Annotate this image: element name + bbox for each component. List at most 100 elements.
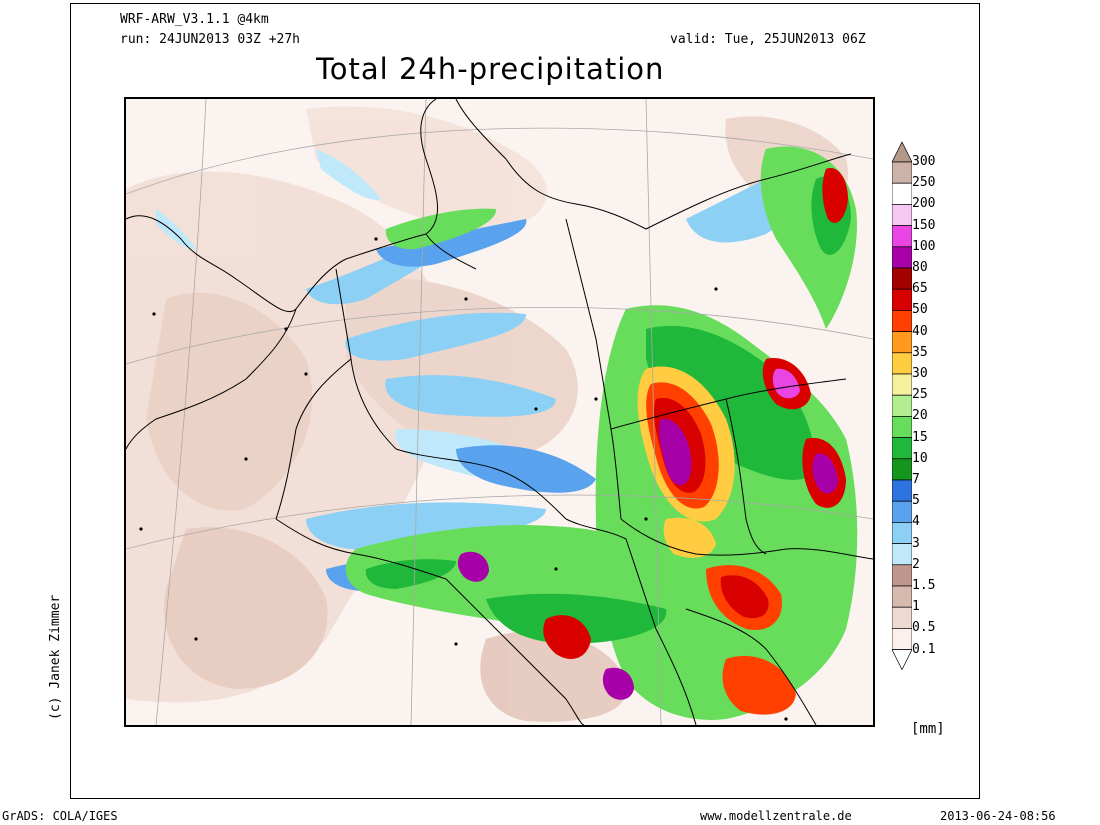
colorbar-label: 5 — [912, 493, 920, 509]
border-line — [126, 308, 297, 450]
run-label: run: 24JUN2013 03Z +27h — [120, 32, 301, 47]
map-svg — [126, 99, 873, 725]
colorbar-label: 40 — [912, 323, 928, 339]
border-line — [275, 518, 447, 580]
colorbar-cell — [892, 479, 912, 502]
heavy-rain-area — [772, 368, 800, 399]
city-dot — [554, 567, 558, 571]
valid-label: valid: Tue, 25JUN2013 06Z — [670, 32, 866, 47]
colorbar-label: 1.5 — [912, 578, 936, 593]
border-line — [620, 518, 873, 560]
colorbar-cell — [892, 288, 912, 311]
colorbar-cell — [892, 437, 912, 460]
heavy-rain-area — [722, 655, 796, 715]
city-dot — [644, 517, 648, 521]
colorbar-label: 300 — [912, 154, 936, 169]
latitude-line — [126, 306, 873, 365]
colorbar-cell — [892, 225, 912, 248]
city-dot — [784, 717, 788, 721]
city-dot — [284, 327, 288, 331]
border-line — [725, 398, 767, 555]
longitude-line — [410, 99, 427, 725]
colorbar-label: 200 — [912, 196, 936, 212]
shower-streak — [156, 209, 196, 250]
city-dot — [374, 237, 378, 241]
unit-label: [mm] — [911, 721, 945, 737]
colorbar-label: 25 — [912, 387, 928, 403]
footer-center: www.modellzentrale.de — [700, 809, 852, 823]
colorbar-label: 50 — [912, 302, 928, 318]
shower-streak — [306, 502, 546, 550]
city-dot — [304, 372, 308, 376]
copyright-label: (c) Janek Zimmer — [48, 594, 63, 720]
colorbar-cell — [892, 500, 912, 523]
colorbar-label: 0.1 — [912, 641, 936, 657]
shower-streak — [316, 149, 381, 200]
colorbar-cell — [892, 543, 912, 566]
rain-area — [646, 325, 816, 480]
colorbar-cell — [892, 522, 912, 544]
colorbar-label: 2 — [912, 556, 920, 572]
longitude-line — [645, 99, 662, 725]
border-line — [565, 218, 622, 520]
colorbar-label: 80 — [912, 260, 928, 275]
drizzle-patch — [480, 631, 628, 722]
border-line — [625, 538, 697, 725]
colorbar-cell — [892, 352, 912, 375]
heavy-rain-area — [543, 615, 591, 659]
colorbar-label: 250 — [912, 175, 936, 191]
model-label: WRF-ARW_V3.1.1 @4km — [120, 12, 269, 27]
plot-frame — [70, 3, 980, 799]
city-dot — [244, 457, 248, 461]
colorbar-cell — [892, 310, 912, 332]
coastline — [126, 99, 439, 313]
colorbar-label: 4 — [912, 514, 920, 530]
drizzle-patch — [306, 106, 547, 229]
rain-area — [365, 559, 456, 589]
city-dot — [454, 642, 458, 646]
colorbar-cell — [892, 267, 912, 290]
colorbar-cell — [892, 182, 912, 205]
shower-streak — [456, 445, 596, 493]
colorbar-label: 10 — [912, 450, 928, 466]
colorbar-label: 20 — [912, 408, 928, 424]
colorbar-cell — [892, 373, 912, 396]
latitude-line — [126, 127, 873, 195]
coastline — [685, 608, 817, 725]
colorbar-label: 35 — [912, 344, 928, 360]
city-dot — [594, 397, 598, 401]
colorbar — [892, 141, 912, 671]
city-dot — [139, 527, 143, 531]
shower-streak — [385, 375, 556, 417]
border-line — [445, 578, 585, 725]
colorbar-label: 15 — [912, 429, 928, 445]
heavy-rain-area — [720, 575, 769, 619]
map-title: Total 24h-precipitation — [316, 52, 665, 86]
graticule — [126, 99, 873, 725]
colorbar-min-triangle — [892, 649, 912, 671]
colorbar-cell — [892, 458, 912, 481]
colorbar-label: 7 — [912, 472, 920, 487]
colorbar-label: 1 — [912, 599, 920, 615]
city-dot — [194, 637, 198, 641]
shower-streak — [345, 312, 526, 361]
colorbar-label: 30 — [912, 366, 928, 381]
colorbar-label: 150 — [912, 217, 936, 233]
colorbar-cell — [892, 564, 912, 587]
colorbar-cell — [892, 204, 912, 226]
colorbar-cell — [892, 331, 912, 354]
heavy-rain-area — [659, 418, 692, 486]
heavy-rain-area — [812, 453, 838, 494]
borders — [126, 99, 873, 725]
heavy-rain-layer — [457, 168, 848, 715]
footer-left: GrADS: COLA/IGES — [2, 809, 118, 823]
colorbar-cell — [892, 585, 912, 608]
city-dot — [152, 312, 156, 316]
colorbar-cell — [892, 416, 912, 438]
coastline — [425, 233, 477, 270]
footer-right: 2013-06-24-08:56 — [940, 809, 1056, 823]
city-dot — [534, 407, 538, 411]
colorbar-cell — [892, 628, 912, 650]
colorbar-label: 100 — [912, 238, 936, 254]
precipitation-map[interactable] — [124, 97, 875, 727]
